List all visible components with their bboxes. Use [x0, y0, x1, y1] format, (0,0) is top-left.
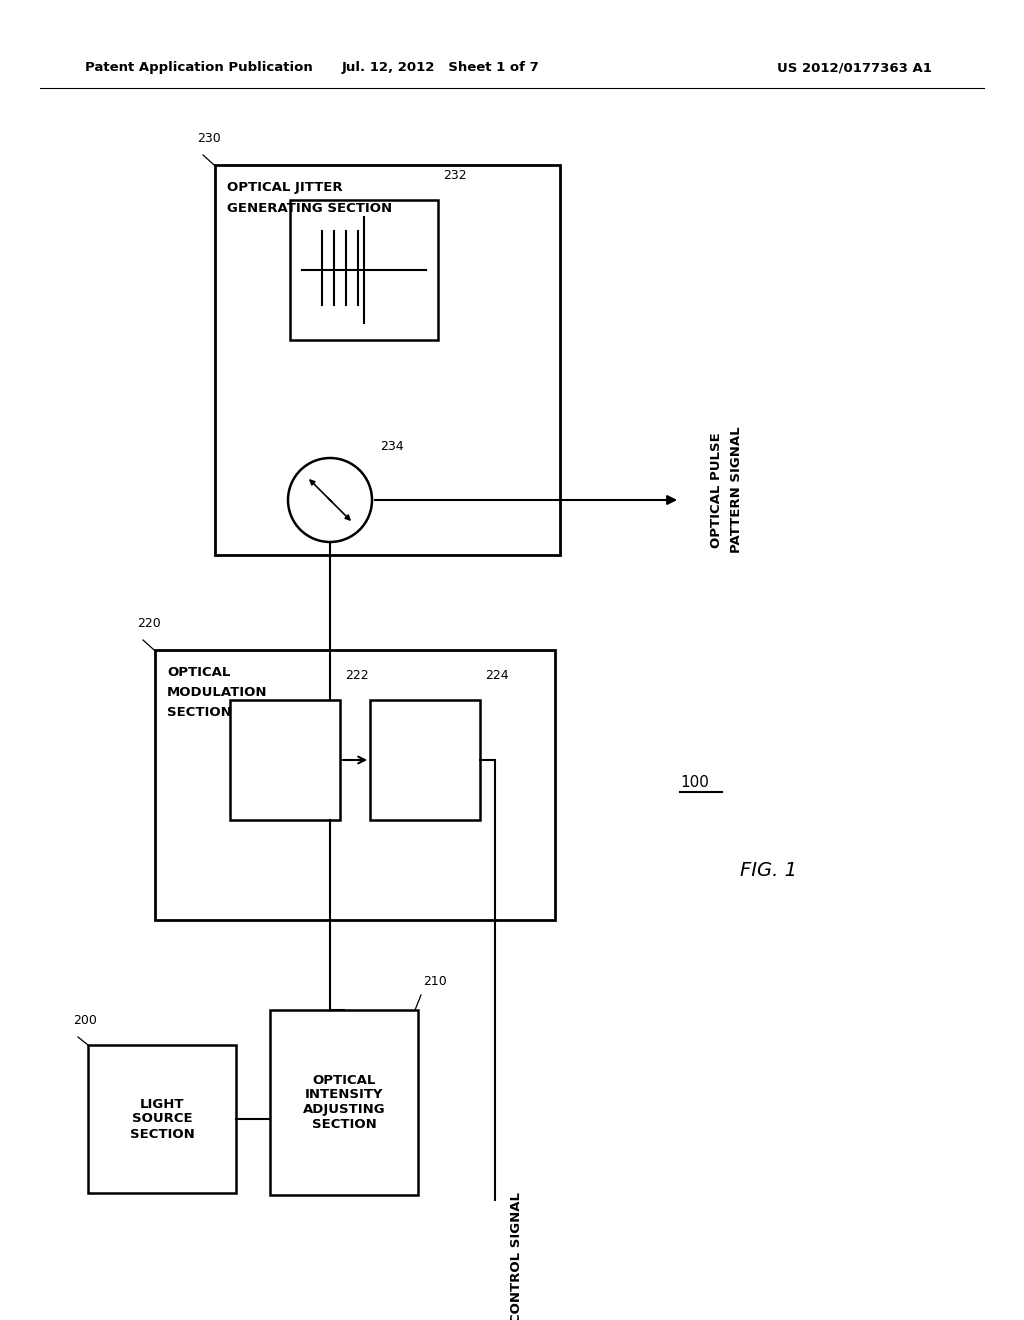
Bar	[370, 700, 480, 820]
Text: Patent Application Publication: Patent Application Publication	[85, 62, 312, 74]
Text: 224: 224	[485, 669, 509, 682]
Text: OPTICAL
INTENSITY
ADJUSTING
SECTION: OPTICAL INTENSITY ADJUSTING SECTION	[303, 1073, 385, 1131]
Bar	[270, 1010, 418, 1195]
Text: OPTICAL PULSE: OPTICAL PULSE	[710, 432, 723, 548]
Text: LIGHT
SOURCE
SECTION: LIGHT SOURCE SECTION	[130, 1097, 195, 1140]
Text: 220: 220	[137, 616, 161, 630]
Text: CONTROL SIGNAL: CONTROL SIGNAL	[510, 1192, 523, 1320]
Text: 210: 210	[423, 975, 446, 987]
Text: PATTERN SIGNAL: PATTERN SIGNAL	[730, 426, 743, 553]
Bar	[155, 649, 555, 920]
Text: OPTICAL JITTER: OPTICAL JITTER	[227, 181, 343, 194]
Text: 222: 222	[345, 669, 369, 682]
Text: 200: 200	[73, 1014, 97, 1027]
Bar	[230, 700, 340, 820]
Text: US 2012/0177363 A1: US 2012/0177363 A1	[777, 62, 932, 74]
Text: GENERATING SECTION: GENERATING SECTION	[227, 202, 392, 215]
Text: MODULATION: MODULATION	[167, 685, 267, 698]
Text: FIG. 1: FIG. 1	[740, 861, 797, 879]
Text: 232: 232	[443, 169, 467, 182]
Text: OPTICAL: OPTICAL	[167, 665, 230, 678]
Text: 100: 100	[680, 775, 709, 789]
Bar	[88, 1045, 236, 1193]
Text: 234: 234	[380, 440, 403, 453]
Bar	[215, 165, 560, 554]
Text: Jul. 12, 2012   Sheet 1 of 7: Jul. 12, 2012 Sheet 1 of 7	[341, 62, 540, 74]
Text: SECTION: SECTION	[167, 705, 231, 718]
Circle shape	[288, 458, 372, 543]
Text: 230: 230	[197, 132, 221, 145]
Bar	[290, 201, 438, 341]
